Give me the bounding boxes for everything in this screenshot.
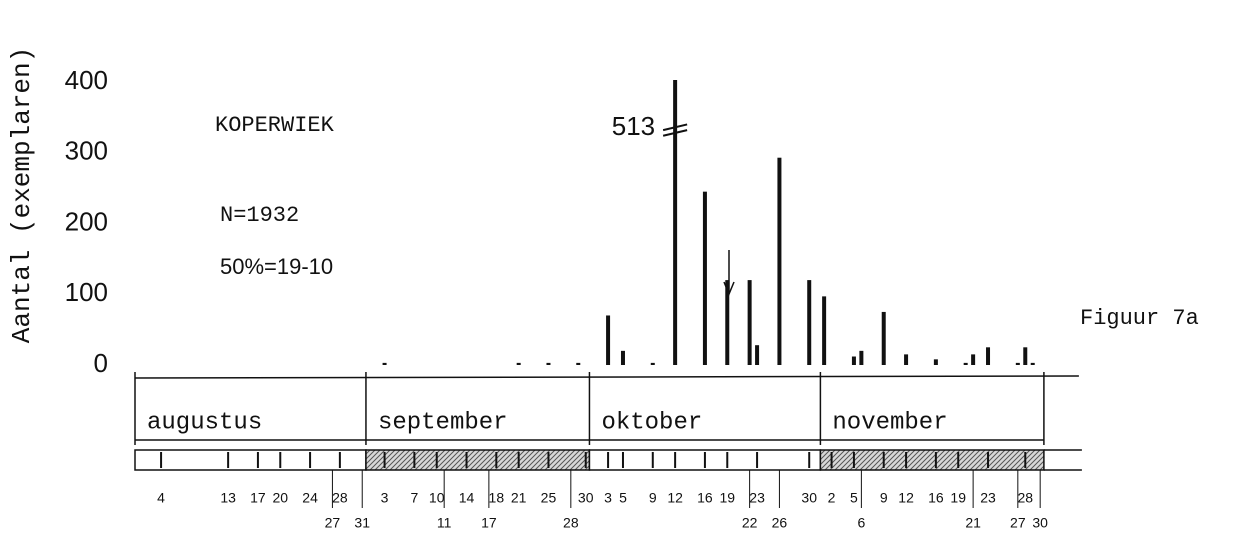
bar bbox=[933, 359, 938, 365]
bar bbox=[620, 350, 625, 365]
bars bbox=[382, 80, 1035, 366]
x-tick-label: 16 bbox=[928, 490, 944, 506]
x-tick-label: 31 bbox=[354, 515, 370, 531]
x-tick-label: 5 bbox=[619, 490, 627, 506]
x-tick-label: 25 bbox=[541, 490, 557, 506]
bar bbox=[1023, 347, 1028, 365]
value-label: 513 bbox=[612, 111, 655, 141]
bar bbox=[971, 354, 976, 365]
x-tick-label: 21 bbox=[511, 490, 527, 506]
y-tick-label: 300 bbox=[65, 136, 108, 166]
y-tick-label: 200 bbox=[65, 206, 108, 236]
bar bbox=[725, 280, 730, 365]
bar bbox=[807, 280, 812, 365]
x-tick-label: 4 bbox=[157, 490, 165, 506]
x-tick-label: 19 bbox=[719, 490, 735, 506]
bar bbox=[606, 315, 611, 365]
bar bbox=[859, 350, 864, 365]
x-tick-label: 7 bbox=[410, 490, 418, 506]
bar bbox=[576, 362, 581, 365]
bar bbox=[851, 356, 856, 365]
x-tick-label: 5 bbox=[850, 490, 858, 506]
figure-label: Figuur 7a bbox=[1080, 306, 1199, 331]
bar bbox=[904, 354, 909, 365]
x-tick-label: 12 bbox=[667, 490, 683, 506]
x-tick-label: 19 bbox=[950, 490, 966, 506]
chart-title: KOPERWIEK bbox=[215, 113, 335, 138]
x-tick-label: 2 bbox=[828, 490, 836, 506]
x-tick-label: 18 bbox=[489, 490, 505, 506]
x-tick-label: 23 bbox=[749, 490, 765, 506]
period-band bbox=[134, 449, 367, 471]
x-tick-label: 30 bbox=[578, 490, 594, 506]
annotation: N=1932 bbox=[220, 203, 299, 228]
y-tick-label: 400 bbox=[65, 65, 108, 95]
x-tick-label: 3 bbox=[381, 490, 389, 506]
x-tick-label: 28 bbox=[1017, 490, 1033, 506]
x-tick-label: 28 bbox=[563, 515, 579, 531]
x-tick-label: 24 bbox=[302, 490, 318, 506]
x-tick-label: 3 bbox=[604, 490, 612, 506]
x-tick-label: 13 bbox=[220, 490, 236, 506]
bar bbox=[755, 345, 760, 365]
bar bbox=[1030, 362, 1035, 365]
y-tick-label: 0 bbox=[94, 348, 108, 378]
axis-break bbox=[662, 123, 688, 137]
x-tick-label: 10 bbox=[429, 490, 445, 506]
y-axis-label: Aantal (exemplaren) bbox=[7, 47, 37, 343]
bar bbox=[986, 347, 991, 365]
x-tick-label: 17 bbox=[250, 490, 266, 506]
bar bbox=[963, 362, 968, 365]
x-tick-label: 6 bbox=[857, 515, 865, 531]
bar bbox=[546, 362, 551, 365]
month-label: september bbox=[378, 409, 508, 436]
x-tick-label: 26 bbox=[772, 515, 788, 531]
x-tick-label: 17 bbox=[481, 515, 497, 531]
x-tick-label: 21 bbox=[965, 515, 981, 531]
x-tick-label: 27 bbox=[1010, 515, 1026, 531]
plot-area bbox=[382, 80, 1035, 366]
x-axis bbox=[134, 375, 1079, 379]
period-band bbox=[365, 449, 591, 471]
x-tick-label: 9 bbox=[880, 490, 888, 506]
bar bbox=[777, 157, 782, 365]
bar bbox=[881, 311, 886, 365]
x-tick-label: 16 bbox=[697, 490, 713, 506]
y-tick-label: 100 bbox=[65, 277, 108, 307]
x-tick-label: 22 bbox=[742, 515, 758, 531]
annotation: 50%=19-10 bbox=[220, 254, 333, 279]
bar bbox=[382, 362, 387, 365]
bar bbox=[747, 280, 752, 365]
bar bbox=[702, 191, 707, 365]
bar bbox=[650, 362, 655, 365]
x-tick-label: 27 bbox=[325, 515, 341, 531]
x-tick-label: 30 bbox=[1032, 515, 1048, 531]
x-tick-label: 23 bbox=[980, 490, 996, 506]
x-tick-label: 14 bbox=[459, 490, 475, 506]
x-tick-label: 28 bbox=[332, 490, 348, 506]
x-tick-label: 20 bbox=[272, 490, 288, 506]
x-tick-label: 9 bbox=[649, 490, 657, 506]
bar bbox=[822, 296, 827, 365]
bar bbox=[673, 80, 678, 366]
month-label: oktober bbox=[601, 409, 702, 436]
month-label: november bbox=[832, 409, 947, 436]
bar bbox=[516, 362, 521, 365]
month-label: augustus bbox=[147, 409, 262, 436]
x-tick-label: 11 bbox=[437, 515, 452, 531]
x-tick-label: 30 bbox=[801, 490, 817, 506]
bar bbox=[1015, 362, 1020, 365]
x-tick-label: 12 bbox=[898, 490, 914, 506]
